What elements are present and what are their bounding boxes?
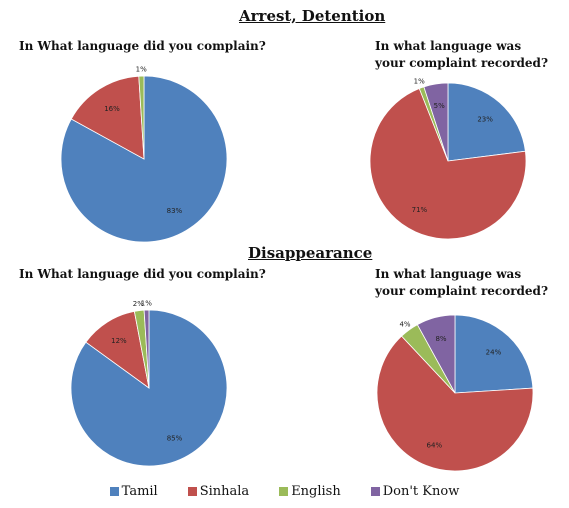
data-label-english: 4% [399, 321, 410, 329]
data-label-sinhala: 12% [111, 337, 127, 345]
data-label-english: 2% [133, 300, 144, 308]
chart-title-arrest-complain: In What language did you complain? [19, 39, 266, 53]
chart-title-arrest-recorded: In what language was your complaint reco… [375, 39, 548, 70]
pie-slice-tamil [447, 82, 526, 162]
pie-slice-don-t-know [423, 82, 449, 162]
pie-chart-arrest-complain: 83% 16% 1% [60, 66, 228, 243]
pie-slice-tamil [454, 314, 534, 394]
pie-slice-don-t-know [416, 314, 456, 394]
data-label-tamil: 23% [477, 115, 493, 123]
pie-chart-arrest-recorded: 23% 71% 1% 5% [369, 78, 527, 240]
data-label-don-t-know: 1% [141, 300, 152, 308]
legend-item-english: English [279, 484, 341, 499]
legend-swatch-english [279, 487, 289, 496]
legend-item-tamil: Tamil [109, 484, 158, 499]
data-label-english: 1% [136, 66, 147, 74]
legend-swatch-dont-know [370, 487, 380, 496]
legend-label-tamil: Tamil [121, 484, 158, 499]
pie-slice-sinhala [369, 87, 527, 240]
data-label-sinhala: 71% [412, 206, 428, 214]
data-label-sinhala: 64% [427, 442, 443, 450]
data-label-don-t-know: 8% [435, 335, 446, 343]
section-title-disappearance: Disappearance [248, 244, 373, 262]
chart-title-disappearance-recorded: In what language was your complaint reco… [375, 267, 548, 298]
data-label-don-t-know: 5% [434, 102, 445, 110]
legend-label-english: English [291, 484, 341, 499]
pie-chart-disappearance-complain: 85% 12% 2%1% [70, 300, 228, 467]
pie-slice-don-t-know [143, 309, 150, 389]
legend-swatch-sinhala [187, 487, 197, 496]
legend-label-sinhala: Sinhala [199, 484, 250, 499]
legend-label-dont-know: Don't Know [382, 484, 460, 499]
chart-title-disappearance-complain: In What language did you complain? [19, 267, 266, 281]
data-label-english: 1% [414, 78, 425, 86]
legend-item-sinhala: Sinhala [187, 484, 250, 499]
pie-slice-english [138, 75, 145, 160]
data-label-sinhala: 16% [104, 105, 120, 113]
data-label-tamil: 85% [167, 435, 183, 443]
pie-chart-disappearance-recorded: 24% 64% 4% 8% [376, 314, 534, 472]
section-title-arrest-detention: Arrest, Detention [239, 7, 386, 25]
chart-legend: Tamil Sinhala English Don't Know [0, 484, 569, 499]
legend-swatch-tamil [109, 487, 119, 496]
data-label-tamil: 24% [486, 349, 502, 357]
pie-slice-sinhala [70, 75, 145, 160]
pie-slice-sinhala [376, 335, 534, 472]
legend-item-dont-know: Don't Know [370, 484, 460, 499]
data-label-tamil: 83% [167, 207, 183, 215]
